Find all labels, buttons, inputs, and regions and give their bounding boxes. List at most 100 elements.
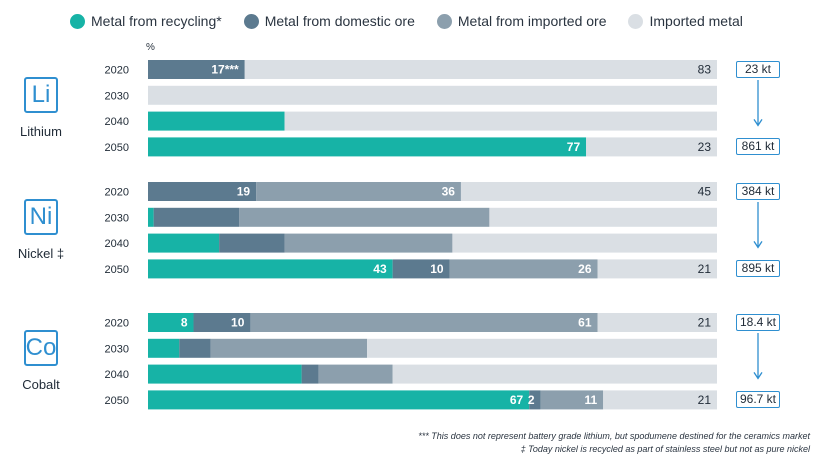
year-label: 2030: [105, 343, 129, 355]
bar-segment-imported_ore: [256, 182, 461, 201]
year-label: 2050: [105, 142, 129, 154]
data-label: 17***: [211, 63, 239, 77]
year-label: 2040: [105, 369, 129, 381]
bar-segment-imported_metal: [284, 111, 717, 131]
legend-item-recycling: Metal from recycling*: [70, 13, 222, 29]
legend-label: Imported metal: [649, 13, 743, 29]
bar-segment-imported_metal: [148, 85, 717, 105]
bar-segment-imported_metal: [586, 137, 717, 157]
total-2020-box: 384 kt: [736, 183, 780, 200]
bar-segment-imported_metal: [392, 364, 717, 384]
element-symbol: Co: [24, 330, 58, 366]
data-label: 61: [578, 316, 592, 330]
bar-segment-imported_ore: [250, 313, 598, 332]
year-label: 2040: [105, 238, 129, 250]
element-symbol: Ni: [24, 199, 58, 235]
bar-segment-domestic: [148, 60, 245, 79]
legend-item-imported_metal: Imported metal: [628, 13, 743, 29]
legend-label: Metal from imported ore: [457, 13, 607, 29]
year-label: 2050: [105, 264, 129, 276]
bar-segment-domestic: [529, 390, 541, 410]
footnote-nickel: ‡ Today nickel is recycled as part of st…: [520, 444, 810, 454]
bar-segment-domestic: [301, 364, 319, 384]
legend-label: Metal from recycling*: [91, 13, 222, 29]
legend-label: Metal from domestic ore: [264, 13, 415, 29]
element-name: Nickel ‡: [17, 246, 65, 261]
arrow-down-icon: [753, 119, 763, 127]
data-label: 36: [442, 185, 456, 199]
bar-segment-domestic: [153, 207, 240, 227]
data-label: 45: [698, 185, 712, 199]
element-name: Lithium: [20, 124, 62, 139]
bar-segment-imported_metal: [597, 313, 717, 332]
data-label: 77: [567, 140, 581, 154]
total-2020-box: 23 kt: [736, 61, 780, 78]
bar-segment-imported_ore: [540, 390, 604, 410]
total-2050-box: 96.7 kt: [736, 391, 780, 409]
data-label: 67: [510, 393, 524, 407]
bar-segment-recycling: [148, 137, 587, 157]
legend-item-imported_ore: Metal from imported ore: [436, 13, 607, 29]
bar-segment-imported_metal: [597, 259, 717, 279]
data-label: 21: [698, 316, 712, 330]
bar-segment-imported_ore: [449, 259, 598, 279]
bar-segment-recycling: [148, 364, 302, 384]
data-label: 43: [373, 262, 387, 276]
legend-item-domestic: Metal from domestic ore: [243, 13, 415, 29]
year-label: 2030: [105, 90, 129, 102]
element-symbol: Li: [24, 77, 58, 113]
data-label: 2: [528, 393, 535, 407]
element-name: Cobalt: [22, 377, 60, 392]
year-label: 2020: [105, 65, 129, 77]
percent-axis-label: %: [146, 42, 155, 53]
data-label: 26: [578, 262, 592, 276]
total-2020-box: 18.4 kt: [736, 314, 780, 331]
bar-segment-imported_metal: [603, 390, 717, 410]
bar-segment-imported_ore: [318, 364, 393, 384]
data-label: 23: [698, 140, 712, 154]
footnote-lithium: *** This does not represent battery grad…: [418, 431, 810, 441]
data-label: 10: [430, 262, 444, 276]
data-label: 83: [698, 63, 712, 77]
bar-segment-imported_ore: [239, 207, 490, 227]
bar-segment-imported_metal: [489, 207, 717, 227]
bar-segment-domestic: [392, 259, 450, 279]
year-label: 2020: [105, 318, 129, 330]
bar-segment-domestic: [148, 182, 257, 201]
bar-segment-recycling: [148, 390, 530, 410]
total-2050-box: 861 kt: [736, 138, 780, 156]
data-label: 19: [237, 185, 251, 199]
bar-segment-recycling: [148, 313, 194, 332]
arrow-down-icon: [753, 372, 763, 380]
year-label: 2050: [105, 395, 129, 407]
bar-segment-imported_ore: [210, 338, 368, 358]
legend-swatch: [628, 13, 644, 29]
legend: Metal from recycling* Metal from domestic…: [70, 10, 765, 32]
bar-segment-recycling: [148, 259, 393, 279]
data-label: 21: [698, 393, 712, 407]
year-label: 2040: [105, 116, 129, 128]
legend-swatch: [436, 13, 452, 29]
year-label: 2020: [105, 187, 129, 199]
bar-segment-domestic: [219, 233, 285, 253]
year-label: 2030: [105, 212, 129, 224]
data-label: 8: [181, 316, 188, 330]
bar-segment-imported_metal: [367, 338, 717, 358]
bar-segment-imported_ore: [284, 233, 453, 253]
arrow-down-icon: [753, 241, 763, 249]
data-label: 21: [698, 262, 712, 276]
total-2050-box: 895 kt: [736, 260, 780, 278]
bar-segment-imported_metal: [460, 182, 717, 201]
bar-segment-recycling: [148, 207, 154, 227]
bar-segment-recycling: [148, 111, 285, 131]
bar-segment-imported_metal: [244, 60, 718, 79]
legend-swatch: [70, 13, 85, 29]
bar-segment-domestic: [193, 313, 251, 332]
data-label: 10: [231, 316, 245, 330]
bar-segment-recycling: [148, 338, 180, 358]
bar-segment-domestic: [179, 338, 211, 358]
bar-segment-recycling: [148, 233, 220, 253]
legend-swatch: [243, 13, 259, 29]
bar-segment-imported_metal: [452, 233, 717, 253]
